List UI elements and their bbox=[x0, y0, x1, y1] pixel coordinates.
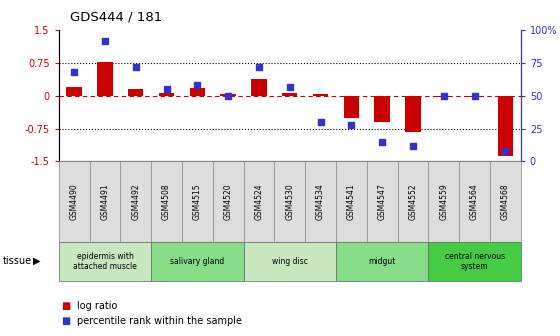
Text: GSM4564: GSM4564 bbox=[470, 183, 479, 220]
Text: GSM4508: GSM4508 bbox=[162, 183, 171, 220]
Point bbox=[131, 64, 140, 70]
Bar bbox=[244, 161, 274, 242]
Bar bbox=[428, 161, 459, 242]
Bar bbox=[375, 96, 390, 122]
Text: GSM4559: GSM4559 bbox=[439, 183, 449, 220]
Text: GSM4534: GSM4534 bbox=[316, 183, 325, 220]
Point bbox=[162, 87, 171, 92]
Point bbox=[285, 84, 294, 89]
Bar bbox=[59, 161, 90, 242]
Bar bbox=[344, 96, 359, 119]
Bar bbox=[490, 161, 521, 242]
Text: ■: ■ bbox=[62, 316, 71, 326]
Bar bbox=[405, 96, 421, 132]
Bar bbox=[498, 96, 513, 156]
Point bbox=[193, 83, 202, 88]
Point bbox=[470, 93, 479, 98]
Bar bbox=[59, 242, 151, 281]
Bar bbox=[459, 161, 490, 242]
Bar bbox=[120, 161, 151, 242]
Text: tissue: tissue bbox=[3, 256, 32, 266]
Bar bbox=[244, 242, 336, 281]
Point bbox=[223, 93, 233, 98]
Point bbox=[254, 64, 263, 70]
Bar bbox=[159, 93, 174, 96]
Text: GSM4520: GSM4520 bbox=[223, 183, 233, 220]
Text: GDS444 / 181: GDS444 / 181 bbox=[70, 10, 162, 24]
Text: GSM4491: GSM4491 bbox=[100, 183, 110, 220]
Point bbox=[408, 143, 417, 148]
Text: GSM4552: GSM4552 bbox=[408, 183, 418, 220]
Point bbox=[439, 93, 448, 98]
Bar bbox=[128, 89, 143, 96]
Text: epidermis with
attached muscle: epidermis with attached muscle bbox=[73, 252, 137, 271]
Bar bbox=[336, 161, 367, 242]
Bar bbox=[313, 94, 328, 96]
Text: GSM4490: GSM4490 bbox=[69, 183, 79, 220]
Bar bbox=[398, 161, 428, 242]
Text: ▶: ▶ bbox=[32, 256, 40, 266]
Text: midgut: midgut bbox=[368, 257, 396, 266]
Point bbox=[347, 122, 356, 127]
Bar bbox=[190, 88, 205, 96]
Text: GSM4541: GSM4541 bbox=[347, 183, 356, 220]
Point bbox=[377, 139, 386, 144]
Text: salivary gland: salivary gland bbox=[170, 257, 225, 266]
Point bbox=[69, 70, 78, 75]
Point bbox=[501, 148, 510, 154]
Bar bbox=[467, 96, 482, 97]
Bar bbox=[436, 96, 451, 97]
Text: percentile rank within the sample: percentile rank within the sample bbox=[77, 316, 242, 326]
Bar bbox=[305, 161, 336, 242]
Bar bbox=[151, 161, 182, 242]
Text: wing disc: wing disc bbox=[272, 257, 308, 266]
Bar bbox=[367, 161, 398, 242]
Bar bbox=[221, 94, 236, 96]
Text: GSM4568: GSM4568 bbox=[501, 183, 510, 220]
Text: GSM4492: GSM4492 bbox=[131, 183, 141, 220]
Bar bbox=[336, 242, 428, 281]
Point bbox=[100, 38, 109, 43]
Text: log ratio: log ratio bbox=[77, 301, 117, 311]
Bar bbox=[274, 161, 305, 242]
Text: GSM4530: GSM4530 bbox=[285, 183, 295, 220]
Bar bbox=[251, 79, 267, 96]
Bar bbox=[97, 62, 113, 96]
Bar bbox=[428, 242, 521, 281]
Bar bbox=[213, 161, 244, 242]
Bar bbox=[90, 161, 120, 242]
Text: ■: ■ bbox=[62, 301, 71, 311]
Text: GSM4515: GSM4515 bbox=[193, 183, 202, 220]
Bar bbox=[151, 242, 244, 281]
Text: GSM4524: GSM4524 bbox=[254, 183, 264, 220]
Point bbox=[316, 119, 325, 125]
Text: GSM4547: GSM4547 bbox=[377, 183, 387, 220]
Bar bbox=[282, 93, 297, 96]
Text: central nervous
system: central nervous system bbox=[445, 252, 505, 271]
Bar bbox=[182, 161, 213, 242]
Bar bbox=[67, 87, 82, 96]
